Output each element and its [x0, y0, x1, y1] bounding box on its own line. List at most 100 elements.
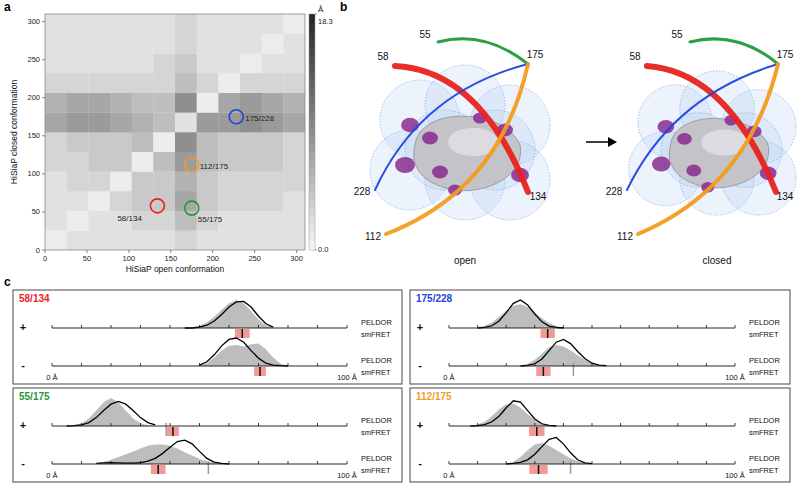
- minor-tick: [199, 325, 200, 328]
- distribution-panel: 58/134+PELDORsmFRET-0 Å100 ÅPELDORsmFRET: [13, 290, 402, 384]
- residue-label: 55: [419, 29, 431, 40]
- heat-cell: [175, 211, 197, 231]
- residue-label: 112: [365, 231, 381, 242]
- heat-cell: [218, 132, 240, 152]
- heat-cell: [67, 152, 89, 172]
- heat-cell: [283, 211, 305, 231]
- panel-box: [13, 290, 402, 384]
- peldor-fit: [521, 339, 607, 366]
- series-label: smFRET: [361, 466, 391, 475]
- series-label: PELDOR: [749, 356, 780, 365]
- minor-tick: [81, 325, 82, 328]
- minor-tick: [620, 461, 621, 464]
- x-tick: [170, 250, 171, 253]
- distance-arc: [438, 39, 528, 64]
- minor-tick: [477, 325, 478, 328]
- heat-cell: [88, 230, 110, 250]
- minor-tick: [677, 423, 678, 426]
- colorbar-label: Å: [318, 5, 324, 14]
- spin-label-cloud: [422, 132, 438, 145]
- x-tick-label: 0 Å: [46, 373, 57, 382]
- heat-cell: [240, 14, 262, 34]
- heat-cell: [88, 171, 110, 191]
- minor-tick: [111, 363, 112, 366]
- row-marks: [478, 300, 564, 338]
- heat-cell: [88, 53, 110, 73]
- heat-cell: [110, 73, 132, 93]
- minor-tick: [677, 325, 678, 328]
- panel-box: [13, 388, 402, 482]
- peldor-distribution: [200, 344, 289, 366]
- x-tick-label: 100 Å: [337, 373, 357, 382]
- minor-tick: [317, 423, 318, 426]
- x-tick: [52, 363, 53, 366]
- distribution-panel: 175/228+PELDORsmFRET-0 Å100 ÅPELDORsmFRE…: [410, 290, 790, 384]
- row-marks: [470, 401, 556, 436]
- series-label: PELDOR: [361, 318, 392, 327]
- minor-tick: [477, 461, 478, 464]
- distance-arc: [386, 64, 528, 234]
- minor-tick: [199, 461, 200, 464]
- heat-cell: [240, 171, 262, 191]
- annotation-label: 58/134: [117, 214, 142, 223]
- x-tick-label: 0: [43, 254, 47, 263]
- x-tick: [735, 325, 736, 328]
- series-label: PELDOR: [749, 416, 780, 425]
- model-prediction: [208, 461, 210, 474]
- smfret-error-band: [151, 465, 166, 474]
- heat-cell: [88, 211, 110, 231]
- heat-cell: [218, 14, 240, 34]
- heatmap-cells: [45, 14, 305, 250]
- heat-cell: [175, 34, 197, 54]
- y-tick: [42, 59, 45, 60]
- x-tick-label: 250: [248, 254, 261, 263]
- minor-tick: [317, 461, 318, 464]
- smfret-mean: [547, 329, 549, 338]
- heat-cell: [197, 73, 219, 93]
- heat-cell: [45, 132, 67, 152]
- heat-cell: [153, 230, 175, 250]
- minor-tick: [199, 363, 200, 366]
- heat-cell: [45, 191, 67, 211]
- minor-tick: [706, 461, 707, 464]
- spin-label-cloud: [686, 165, 701, 177]
- minor-tick: [288, 325, 289, 328]
- heat-cell: [67, 112, 89, 132]
- y-tick-label: 200: [27, 93, 40, 102]
- minor-tick: [81, 423, 82, 426]
- y-tick: [42, 21, 45, 22]
- model-prediction: [570, 461, 572, 474]
- distance-arc: [690, 39, 778, 64]
- smfret-error-band: [167, 427, 179, 436]
- heat-cell: [153, 93, 175, 113]
- heat-cell: [175, 171, 197, 191]
- heat-cell: [262, 73, 284, 93]
- minor-tick: [258, 423, 259, 426]
- x-tick: [86, 250, 87, 253]
- x-tick-label: 0 Å: [443, 471, 454, 480]
- x-tick: [347, 461, 348, 464]
- smfret-mean: [543, 367, 545, 376]
- residue-label: 134: [777, 191, 794, 202]
- panel-label: a: [4, 0, 11, 14]
- peldor-distribution: [67, 398, 156, 426]
- x-tick-label: 300: [290, 254, 303, 263]
- y-tick: [42, 250, 45, 251]
- heat-cell: [175, 93, 197, 113]
- panel-title: 175/228: [416, 293, 453, 304]
- y-tick: [42, 173, 45, 174]
- heat-cell: [88, 152, 110, 172]
- model-prediction: [165, 423, 167, 436]
- heat-cell: [175, 53, 197, 73]
- minor-tick: [229, 461, 230, 464]
- x-tick: [735, 461, 736, 464]
- heat-cell: [67, 34, 89, 54]
- heat-cell: [153, 14, 175, 34]
- plot-frame: [45, 14, 305, 250]
- panel-box: [410, 290, 790, 384]
- heat-cell: [67, 230, 89, 250]
- heat-cell: [153, 112, 175, 132]
- heat-cell: [153, 171, 175, 191]
- annotation-label: 175/228: [245, 114, 274, 123]
- minor-tick: [229, 423, 230, 426]
